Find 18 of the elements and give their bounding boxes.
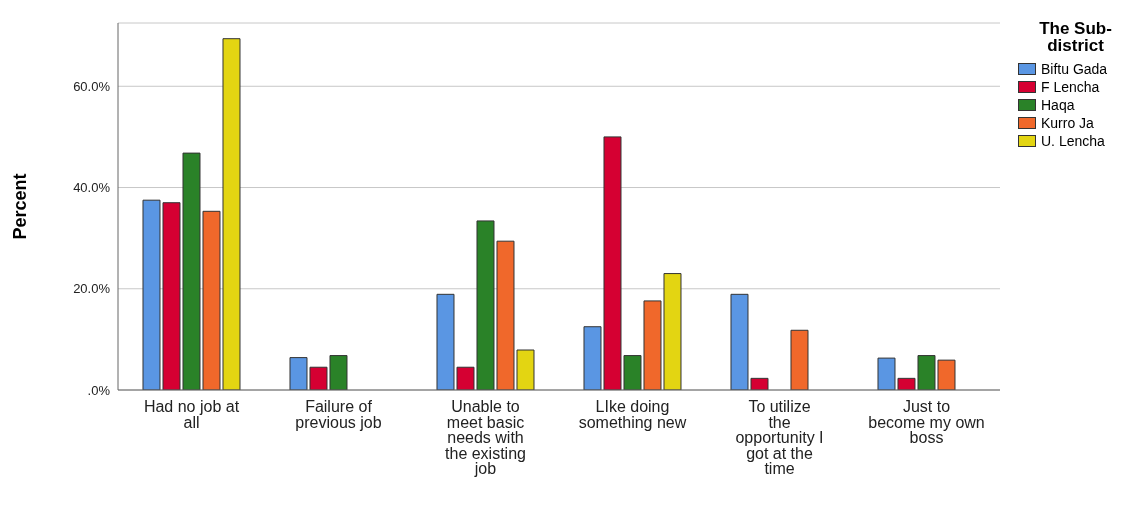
legend-label: Kurro Ja [1041, 115, 1094, 131]
x-tick-label: Failure of previous job [295, 398, 382, 431]
x-tick-label: Had no job at all [143, 398, 240, 431]
legend-label: Biftu Gada [1041, 61, 1108, 77]
y-tick-label: .0% [87, 382, 111, 398]
x-tick-label: To utilize the opportunity I got at the time [735, 398, 824, 477]
y-axis-title: Percent [10, 173, 31, 240]
legend-label: Haqa [1041, 97, 1075, 113]
x-tick-label: Unable to meet basic needs with the existing job [445, 398, 526, 477]
y-tick-label: 60.0% [73, 78, 111, 94]
x-tick-label: Just to become my own boss [868, 398, 985, 446]
y-tick-label: 20.0% [73, 281, 111, 297]
legend-label: U. Lencha [1041, 133, 1105, 149]
y-tick-label: 40.0% [73, 180, 111, 196]
legend-title: The Sub-district [1038, 19, 1113, 55]
x-tick-label: LIke doing something new [578, 398, 687, 431]
legend-label: F Lencha [1041, 79, 1100, 95]
bar [790, 329, 809, 390]
